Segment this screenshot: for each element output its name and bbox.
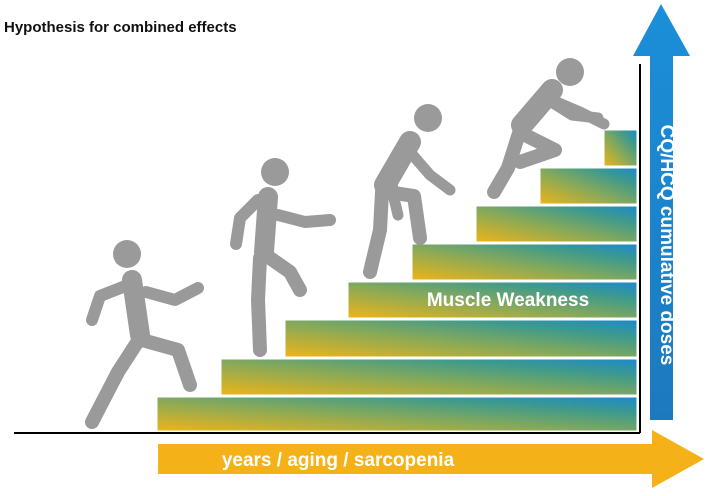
crawling-person-icon xyxy=(487,58,610,199)
step-7 xyxy=(537,165,640,207)
staircase xyxy=(154,127,640,434)
step-2 xyxy=(218,356,640,398)
stooping-person-icon xyxy=(230,158,336,357)
muscle-weakness-label: Muscle Weakness xyxy=(427,290,589,311)
step-5 xyxy=(409,241,640,283)
y-arrow-label: CQ/HCQ cumulative doses xyxy=(656,125,677,366)
x-arrow-label: years / aging / sarcopenia xyxy=(222,450,455,471)
bent-person-icon xyxy=(363,104,456,279)
step-1 xyxy=(154,394,640,434)
y-arrow: CQ/HCQ cumulative doses xyxy=(633,4,690,420)
step-6 xyxy=(473,203,640,245)
step-8 xyxy=(601,127,640,169)
walking-person-icon xyxy=(85,240,204,429)
step-3 xyxy=(282,317,640,360)
diagram-title: Hypothesis for combined effects xyxy=(4,19,237,36)
x-arrow: years / aging / sarcopenia xyxy=(158,430,704,488)
step-4 xyxy=(345,279,640,321)
